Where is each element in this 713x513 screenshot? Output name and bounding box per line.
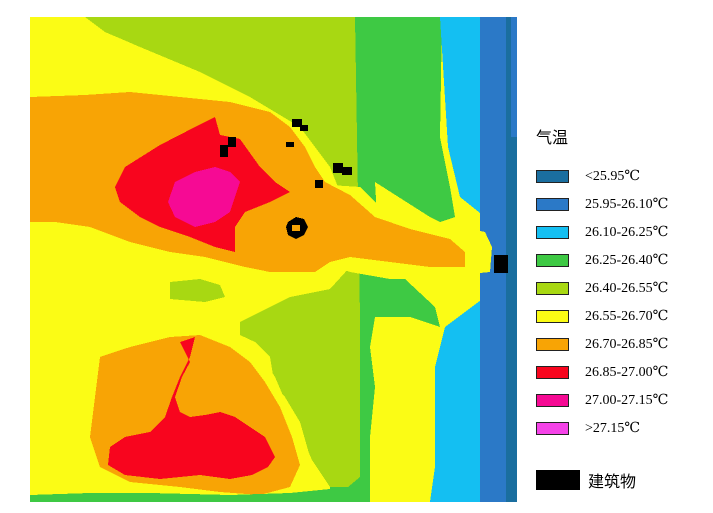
legend-item: 25.95-26.10℃	[536, 190, 706, 218]
legend-item: 26.40-26.55℃	[536, 274, 706, 302]
building	[286, 142, 294, 147]
legend-swatch	[536, 225, 569, 239]
building	[494, 255, 508, 273]
zone-magenta	[168, 167, 240, 227]
building	[292, 119, 302, 127]
building-label: 建筑物	[588, 474, 637, 491]
legend-label: 26.70-26.85℃	[585, 336, 669, 352]
zone-green-bottom	[30, 489, 330, 502]
legend-title: 气温	[536, 130, 569, 147]
legend-swatch	[536, 253, 569, 267]
legend-label: <25.95℃	[585, 168, 641, 184]
building-legend: 建筑物	[536, 468, 636, 492]
zone-blue-edge	[506, 17, 517, 502]
legend-swatch	[536, 421, 569, 435]
legend-label: 26.85-27.00℃	[585, 364, 669, 380]
legend-label: 26.10-26.25℃	[585, 224, 669, 240]
legend-item: 26.70-26.85℃	[536, 330, 706, 358]
zone-lime	[85, 17, 360, 487]
zone-blue-strip	[511, 17, 517, 137]
zone-red-lower	[108, 337, 275, 479]
legend-item: 26.85-27.00℃	[536, 358, 706, 386]
legend-item: 27.00-27.15℃	[536, 386, 706, 414]
building	[220, 145, 228, 157]
legend: 气温 <25.95℃ 25.95-26.10℃ 26.10-26.25℃ 26.…	[536, 130, 706, 442]
legend-label: 27.00-27.15℃	[585, 392, 669, 408]
legend-item: <25.95℃	[536, 162, 706, 190]
legend-swatch	[536, 393, 569, 407]
building	[300, 125, 308, 131]
temperature-map	[30, 17, 517, 502]
zone-green	[330, 17, 455, 502]
legend-swatch	[536, 365, 569, 379]
legend-label: 26.25-26.40℃	[585, 252, 669, 268]
legend-label: 26.40-26.55℃	[585, 280, 669, 296]
legend-item: 26.10-26.25℃	[536, 218, 706, 246]
buildings	[220, 119, 508, 273]
building	[333, 163, 343, 173]
zone-cyan	[430, 17, 490, 502]
legend-swatch	[536, 197, 569, 211]
legend-swatch	[536, 169, 569, 183]
legend-item: 26.55-26.70℃	[536, 302, 706, 330]
building-swatch	[536, 470, 580, 490]
legend-item: >27.15℃	[536, 414, 706, 442]
building	[228, 137, 236, 147]
legend-label: 25.95-26.10℃	[585, 196, 669, 212]
legend-swatch	[536, 281, 569, 295]
legend-item: 26.25-26.40℃	[536, 246, 706, 274]
zone-lime-patch	[170, 279, 225, 302]
building	[342, 167, 352, 175]
legend-label: 26.55-26.70℃	[585, 308, 669, 324]
legend-label: >27.15℃	[585, 420, 641, 436]
building	[286, 217, 308, 239]
building	[315, 180, 323, 188]
legend-swatch	[536, 337, 569, 351]
legend-swatch	[536, 309, 569, 323]
